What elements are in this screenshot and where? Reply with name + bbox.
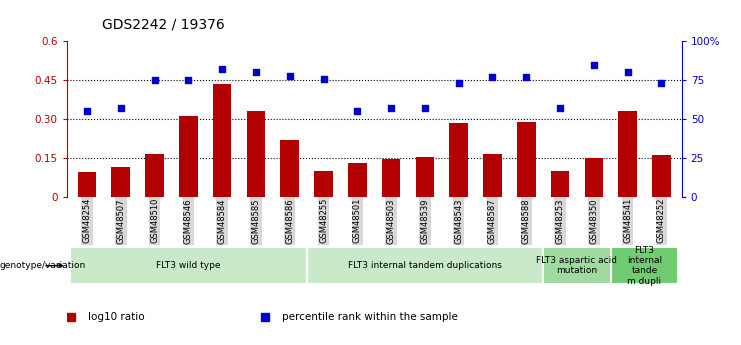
Bar	[179, 117, 198, 197]
Point	[453, 80, 465, 86]
Bar	[314, 171, 333, 197]
Bar	[382, 159, 400, 197]
Point	[554, 106, 566, 111]
Point	[588, 62, 599, 68]
Point	[318, 76, 330, 81]
Bar	[618, 111, 637, 197]
Bar	[247, 111, 265, 197]
Text: FLT3
internal
tande
m dupli: FLT3 internal tande m dupli	[627, 246, 662, 286]
Point	[216, 67, 228, 72]
Point	[520, 74, 532, 80]
Point	[385, 106, 397, 111]
Bar	[145, 154, 164, 197]
FancyBboxPatch shape	[611, 247, 678, 284]
Bar	[213, 84, 231, 197]
Point	[487, 74, 499, 80]
Point	[250, 70, 262, 75]
Text: FLT3 wild type: FLT3 wild type	[156, 261, 221, 270]
Bar	[280, 140, 299, 197]
Point	[182, 77, 194, 83]
FancyBboxPatch shape	[307, 247, 543, 284]
Point	[622, 70, 634, 75]
FancyBboxPatch shape	[70, 247, 307, 284]
Bar	[652, 155, 671, 197]
Point	[81, 108, 93, 114]
Bar	[483, 154, 502, 197]
Text: log10 ratio: log10 ratio	[88, 313, 144, 322]
Point	[149, 77, 161, 83]
Bar	[517, 122, 536, 197]
Point	[656, 80, 668, 86]
Bar	[551, 171, 569, 197]
Text: percentile rank within the sample: percentile rank within the sample	[282, 313, 458, 322]
Bar	[348, 163, 367, 197]
Bar	[416, 157, 434, 197]
Point	[284, 73, 296, 78]
Point	[115, 106, 127, 111]
Bar	[78, 172, 96, 197]
Point	[419, 106, 431, 111]
Point	[351, 108, 363, 114]
Text: genotype/variation: genotype/variation	[0, 261, 86, 270]
Bar	[449, 123, 468, 197]
Bar	[585, 158, 603, 197]
FancyBboxPatch shape	[543, 247, 611, 284]
Text: FLT3 aspartic acid
mutation: FLT3 aspartic acid mutation	[536, 256, 617, 275]
Text: FLT3 internal tandem duplications: FLT3 internal tandem duplications	[348, 261, 502, 270]
Text: GDS2242 / 19376: GDS2242 / 19376	[102, 17, 225, 31]
Bar	[111, 167, 130, 197]
